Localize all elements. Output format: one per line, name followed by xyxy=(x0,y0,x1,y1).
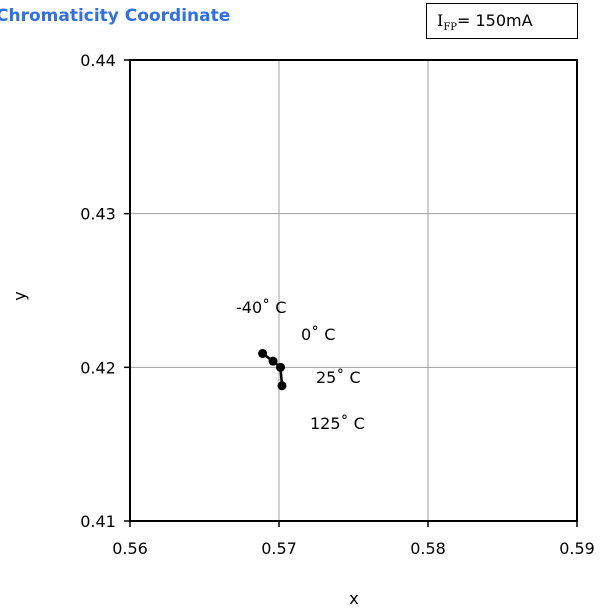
temperature-annotation: -40˚ C xyxy=(236,298,286,317)
plot-frame xyxy=(129,59,578,522)
y-tick-label: 0.41 xyxy=(80,512,116,531)
x-tick-label: 0.57 xyxy=(261,539,297,558)
current-symbol: I xyxy=(437,11,444,30)
series-line xyxy=(261,352,284,386)
x-tick-label: 0.59 xyxy=(559,539,595,558)
x-tick-label: 0.58 xyxy=(410,539,446,558)
y-tick-label: 0.44 xyxy=(80,51,116,70)
condition-box: IFP= 150mA xyxy=(426,3,578,39)
current-subscript: FP xyxy=(443,22,457,33)
y-tick-label: 0.42 xyxy=(80,358,116,377)
plot-area xyxy=(130,60,577,521)
data-point xyxy=(258,349,268,359)
temperature-annotation: 125˚ C xyxy=(310,414,365,433)
chart-title: Chromaticity Coordinate xyxy=(0,6,231,26)
temperature-annotation: 25˚ C xyxy=(316,368,361,387)
x-axis-label: x xyxy=(349,589,358,608)
current-value: = 150mA xyxy=(457,11,533,30)
y-tick-label: 0.43 xyxy=(80,205,116,224)
y-axis-label: y xyxy=(10,291,29,300)
temperature-annotation: 0˚ C xyxy=(301,325,335,344)
data-point xyxy=(268,356,278,366)
data-point xyxy=(277,381,287,391)
data-point xyxy=(275,362,285,372)
x-tick-label: 0.56 xyxy=(112,539,148,558)
